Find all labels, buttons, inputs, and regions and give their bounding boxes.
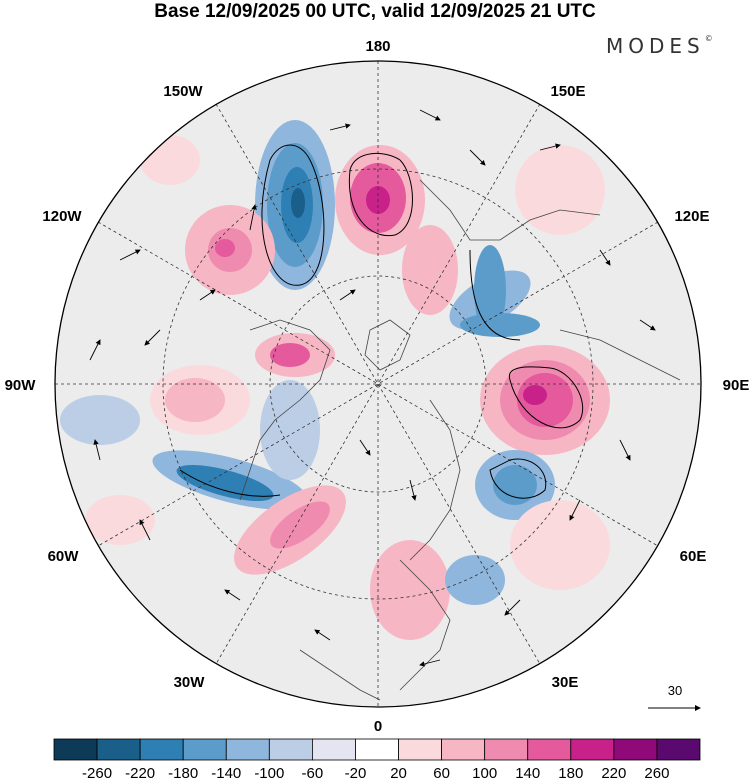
colorbar-swatch: [484, 738, 529, 761]
label-120e: 120E: [674, 208, 709, 225]
label-150w: 150W: [163, 83, 203, 100]
label-30e: 30E: [552, 674, 579, 691]
label-120w: 120W: [42, 208, 82, 225]
colorbar-swatch: [139, 738, 184, 761]
colorbar-label: 100: [472, 765, 497, 782]
colorbar-label: -140: [211, 765, 241, 782]
colorbar-label: 140: [515, 765, 540, 782]
colorbar-swatch: [268, 738, 313, 761]
colorbar-swatch: [96, 738, 141, 761]
colorbar-label: -20: [345, 765, 367, 782]
colorbar-swatch: [311, 738, 356, 761]
colorbar-swatch: [613, 738, 658, 761]
colorbar-swatch: [441, 738, 486, 761]
colorbar-label: 180: [558, 765, 583, 782]
label-180: 180: [365, 38, 390, 55]
colorbar-label: -60: [302, 765, 324, 782]
anomaly-field: [60, 120, 610, 640]
label-60w: 60W: [48, 548, 80, 565]
map-title: Base 12/09/2025 00 UTC, valid 12/09/2025…: [154, 1, 596, 22]
graticule: [55, 61, 701, 707]
label-0: 0: [374, 718, 382, 735]
map-border: [54, 60, 702, 708]
colorbar-label: 220: [601, 765, 626, 782]
colorbar-label: -100: [254, 765, 284, 782]
label-90w: 90W: [5, 377, 37, 394]
colorbar-swatch: [570, 738, 615, 761]
label-150e: 150E: [550, 83, 585, 100]
colorbar-label: 260: [644, 765, 669, 782]
label-60e: 60E: [680, 548, 707, 565]
colorbar-swatch: [398, 738, 442, 761]
colorbar: -260 -220 -180 -140 -100 -60 -20 20 60 100 140 180 2…: [53, 738, 701, 782]
wind-vectors: [89, 109, 656, 667]
contours: [179, 144, 584, 499]
colorbar-label: 60: [433, 765, 450, 782]
map-disc: [55, 61, 701, 707]
colorbar-swatch: [527, 738, 572, 761]
colorbar-swatch: [355, 738, 399, 761]
colorbar-label: -260: [82, 765, 112, 782]
colorbar-label: -220: [125, 765, 155, 782]
colorbar-swatch: [656, 738, 701, 761]
modes-logo: MODES©: [606, 34, 713, 58]
colorbar-swatch: [182, 738, 227, 761]
vector-legend-value: 30: [668, 683, 682, 698]
colorbar-swatch: [225, 738, 270, 761]
colorbar-swatch: [53, 738, 98, 761]
label-90e: 90E: [723, 377, 750, 394]
colorbar-label: 20: [390, 765, 407, 782]
coastlines: [239, 179, 681, 701]
colorbar-label: -180: [168, 765, 198, 782]
label-30w: 30W: [174, 674, 206, 691]
